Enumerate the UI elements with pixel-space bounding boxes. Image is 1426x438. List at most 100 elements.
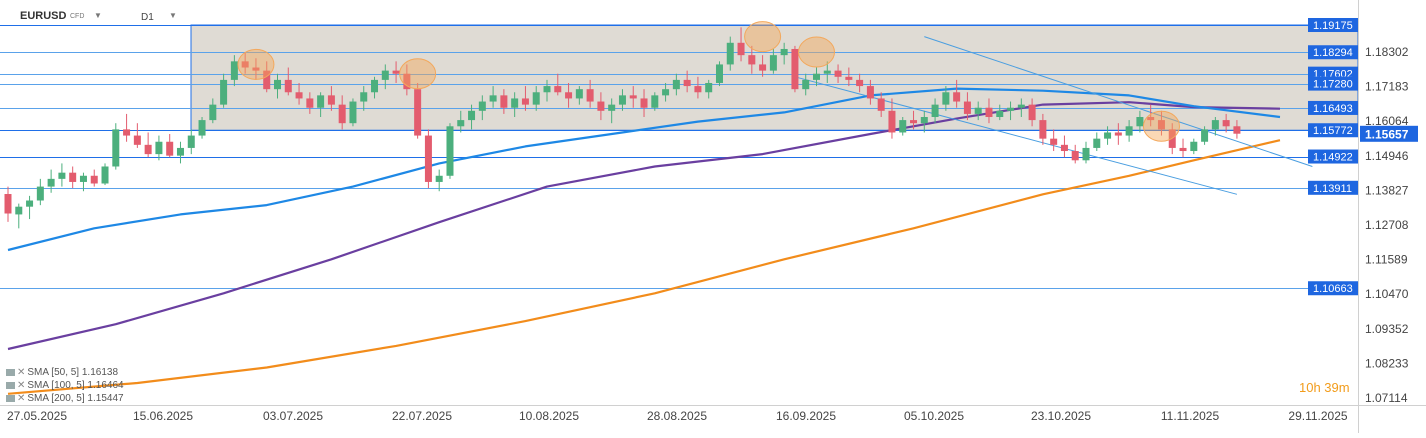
candle-body[interactable] <box>155 141 163 155</box>
candle-body[interactable] <box>58 172 66 179</box>
candle-body[interactable] <box>856 79 864 87</box>
candle-body[interactable] <box>90 175 98 184</box>
candle-body[interactable] <box>274 79 281 90</box>
candle-body[interactable] <box>575 89 583 99</box>
level-badge[interactable] <box>1308 281 1358 296</box>
candle-body[interactable] <box>220 79 228 105</box>
candle-body[interactable] <box>543 86 551 93</box>
candle-body[interactable] <box>1060 144 1068 152</box>
candle-body[interactable] <box>1179 147 1187 152</box>
candle-body[interactable] <box>1222 120 1230 127</box>
legend-sma-200[interactable]: ✕ SMA [200, 5] 1.15447 <box>6 393 124 404</box>
candle-body[interactable] <box>1233 126 1241 134</box>
candle-body[interactable] <box>705 82 713 93</box>
candle-body[interactable] <box>1050 138 1058 145</box>
drag-handle-icon[interactable] <box>6 394 15 402</box>
highlight-marker[interactable] <box>744 21 782 53</box>
candle-body[interactable] <box>1039 120 1047 139</box>
candle-body[interactable] <box>468 110 476 121</box>
candle-body[interactable] <box>446 126 454 176</box>
candle-body[interactable] <box>489 95 497 102</box>
highlight-marker[interactable] <box>798 36 835 68</box>
level-badge[interactable] <box>1308 123 1358 138</box>
chevron-down-icon[interactable]: ▼ <box>169 11 177 20</box>
candle-body[interactable] <box>1071 151 1079 161</box>
candle-body[interactable] <box>640 98 648 108</box>
candle-body[interactable] <box>414 89 422 136</box>
close-icon[interactable]: ✕ <box>17 393 26 404</box>
candle-body[interactable] <box>166 141 174 156</box>
candle-body[interactable] <box>511 98 519 108</box>
candle-body[interactable] <box>554 86 562 93</box>
candle-body[interactable] <box>726 42 734 65</box>
candle-body[interactable] <box>424 135 432 182</box>
candle-body[interactable] <box>4 194 12 214</box>
candle-body[interactable] <box>866 86 874 99</box>
candle-body[interactable] <box>187 135 195 148</box>
candle-body[interactable] <box>349 101 357 124</box>
highlight-marker[interactable] <box>237 48 275 80</box>
candle-body[interactable] <box>608 104 616 111</box>
candle-body[interactable] <box>500 95 508 108</box>
candle-body[interactable] <box>317 95 325 108</box>
candle-body[interactable] <box>845 76 853 80</box>
drag-handle-icon[interactable] <box>6 368 15 376</box>
candle-body[interactable] <box>1157 120 1165 130</box>
candle-body[interactable] <box>284 79 292 93</box>
candle-body[interactable] <box>899 120 907 133</box>
candle-body[interactable] <box>759 64 767 71</box>
candle-body[interactable] <box>748 55 756 65</box>
candle-body[interactable] <box>1201 129 1209 142</box>
candle-body[interactable] <box>823 70 831 74</box>
candle-body[interactable] <box>69 172 77 182</box>
candle-body[interactable] <box>338 104 346 124</box>
candle-body[interactable] <box>996 110 1004 118</box>
sma-200-line[interactable] <box>7 139 1281 395</box>
candle-body[interactable] <box>381 70 389 80</box>
candle-body[interactable] <box>478 101 486 111</box>
level-badge[interactable] <box>1308 180 1358 195</box>
candle-body[interactable] <box>209 104 217 121</box>
candle-body[interactable] <box>683 79 691 87</box>
sma-100-line[interactable] <box>7 101 1281 351</box>
candle-body[interactable] <box>133 135 141 145</box>
candle-body[interactable] <box>15 206 23 215</box>
candle-body[interactable] <box>651 95 659 108</box>
candle-body[interactable] <box>123 129 131 136</box>
candle-body[interactable] <box>230 61 238 80</box>
level-badge[interactable] <box>1308 76 1358 91</box>
candle-body[interactable] <box>144 144 152 155</box>
candle-body[interactable] <box>694 86 702 93</box>
level-badge[interactable] <box>1308 100 1358 115</box>
candle-body[interactable] <box>295 92 303 99</box>
candle-body[interactable] <box>565 92 573 99</box>
candle-body[interactable] <box>532 92 540 105</box>
candle-body[interactable] <box>360 92 368 102</box>
candle-body[interactable] <box>802 79 810 90</box>
candle-body[interactable] <box>737 42 745 56</box>
legend-sma-100[interactable]: ✕ SMA [100, 5] 1.16464 <box>6 380 124 391</box>
candle-body[interactable] <box>985 107 993 118</box>
candle-body[interactable] <box>888 110 896 133</box>
candle-body[interactable] <box>327 95 335 105</box>
candle-body[interactable] <box>457 120 465 127</box>
drag-handle-icon[interactable] <box>6 381 15 389</box>
candle-body[interactable] <box>1211 120 1219 130</box>
candle-body[interactable] <box>1136 117 1144 127</box>
candle-body[interactable] <box>813 73 820 80</box>
level-badge[interactable] <box>1308 45 1358 60</box>
candle-body[interactable] <box>1190 141 1198 152</box>
instrument-header[interactable]: EURUSD CFD ▼ D1 ▼ <box>6 10 206 26</box>
candle-body[interactable] <box>586 89 594 102</box>
candle-body[interactable] <box>662 89 670 96</box>
close-icon[interactable]: ✕ <box>17 380 26 391</box>
candle-body[interactable] <box>26 200 34 207</box>
candle-body[interactable] <box>672 79 680 90</box>
candle-body[interactable] <box>392 70 400 74</box>
candle-body[interactable] <box>1147 117 1155 121</box>
candle-body[interactable] <box>263 70 271 90</box>
candle-body[interactable] <box>953 92 961 102</box>
highlight-marker[interactable] <box>399 58 437 90</box>
candle-body[interactable] <box>241 61 249 68</box>
